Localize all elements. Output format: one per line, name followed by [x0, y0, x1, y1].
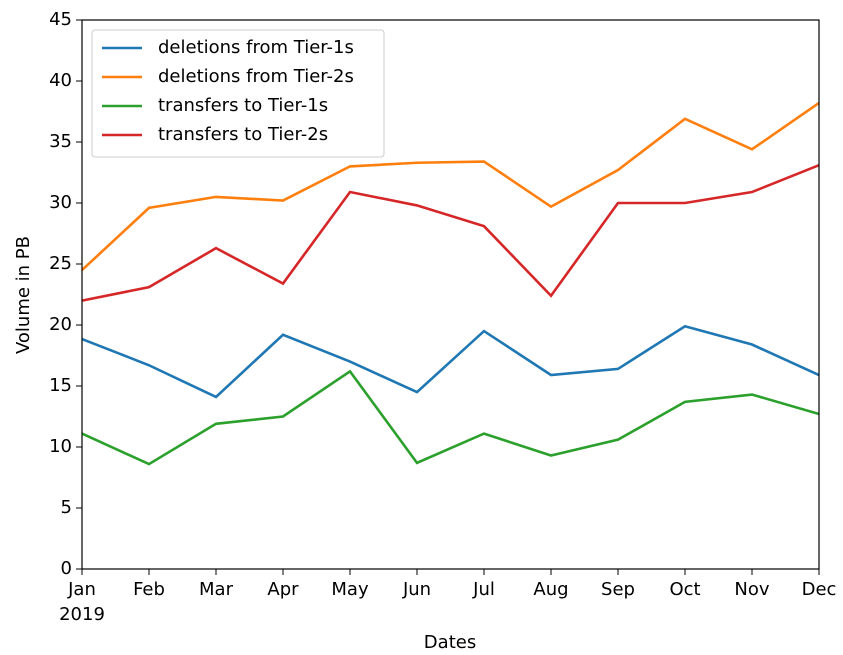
plot-frame	[81, 19, 820, 570]
series-line	[81, 163, 820, 302]
x-tick-label: Jul	[472, 579, 495, 600]
x-tick-label: Apr	[267, 579, 299, 600]
x-tick-label: Dec	[802, 579, 837, 600]
legend-label: deletions from Tier-2s	[158, 66, 354, 87]
x-tick-label: May	[331, 579, 369, 600]
y-tick-label: 35	[49, 131, 72, 152]
y-tick-label: 45	[49, 9, 72, 30]
series-line	[81, 369, 820, 466]
y-tick-label: 10	[49, 436, 72, 457]
legend-label: transfers to Tier-2s	[158, 124, 328, 145]
x-tick-label: Feb	[133, 579, 165, 600]
y-tick-label: 25	[49, 253, 72, 274]
y-axis-label: Volume in PB	[13, 236, 34, 354]
legend: deletions from Tier-1s deletions from Tie…	[91, 29, 385, 158]
x-year-label: 2019	[59, 604, 105, 625]
series-line	[81, 324, 820, 399]
y-tick-label: 40	[49, 70, 72, 91]
y-tick-label: 5	[61, 497, 72, 518]
y-tick-label: 30	[49, 192, 72, 213]
x-tick-label: Jan	[67, 579, 96, 600]
x-tick-label: Oct	[669, 579, 700, 600]
legend-box	[91, 29, 385, 158]
x-tick-label: Jun	[402, 579, 431, 600]
series-line	[81, 101, 820, 272]
legend-label: deletions from Tier-1s	[158, 37, 354, 58]
legend-label: transfers to Tier-1s	[158, 95, 328, 116]
x-tick-label: Mar	[199, 579, 234, 600]
x-tick-label: Sep	[601, 579, 635, 600]
x-tick-label: Nov	[734, 579, 769, 600]
y-tick-label: 15	[49, 375, 72, 396]
y-tick-label: 0	[61, 558, 72, 579]
x-axis-label: Dates	[424, 632, 476, 653]
y-tick-label: 20	[49, 314, 72, 335]
x-tick-label: Aug	[533, 579, 568, 600]
